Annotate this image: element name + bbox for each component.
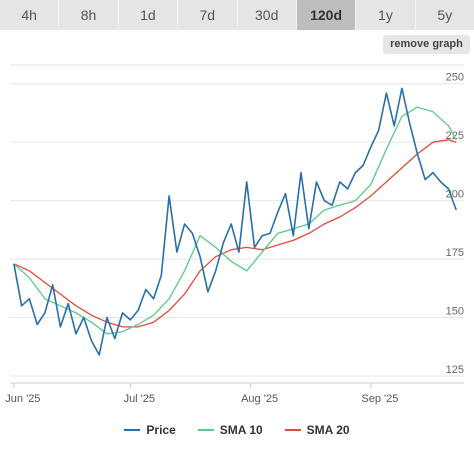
- legend-item-price[interactable]: Price: [124, 420, 176, 440]
- legend-label-price: Price: [146, 423, 176, 437]
- y-tick-label: 175: [446, 247, 464, 259]
- x-tick-label: Aug '25: [241, 393, 278, 405]
- legend-item-sma10[interactable]: SMA 10: [197, 420, 263, 440]
- range-tabs: 4h 8h 1d 7d 30d 120d 1y 5y: [0, 0, 474, 30]
- x-tick-label: Sep '25: [361, 393, 398, 405]
- tab-1y[interactable]: 1y: [356, 0, 416, 30]
- chart-legend: Price SMA 10 SMA 20: [0, 420, 474, 440]
- legend-swatch-sma20: [284, 429, 301, 431]
- tab-5y[interactable]: 5y: [437, 7, 453, 23]
- sma20-line: [13, 139, 457, 328]
- legend-swatch-price: [124, 429, 141, 431]
- tab-8h[interactable]: 8h: [59, 0, 119, 30]
- tab-7d[interactable]: 7d: [178, 0, 238, 30]
- y-tick-label: 150: [446, 306, 464, 318]
- x-tick-label: Jun '25: [5, 393, 40, 405]
- legend-label-sma20: SMA 20: [306, 423, 350, 437]
- tab-30d[interactable]: 30d: [238, 0, 297, 30]
- price-line: [13, 87, 457, 356]
- sma10-line: [13, 106, 457, 335]
- x-tick-label: Jul '25: [124, 393, 155, 405]
- remove-graph-button[interactable]: remove graph: [383, 35, 470, 54]
- legend-label-sma10: SMA 10: [219, 423, 263, 437]
- legend-item-sma20[interactable]: SMA 20: [284, 420, 350, 440]
- legend-swatch-sma10: [197, 429, 214, 431]
- tab-1d[interactable]: 1d: [119, 0, 179, 30]
- y-tick-label: 125: [446, 364, 464, 376]
- y-tick-label: 250: [446, 72, 464, 84]
- tab-4h[interactable]: 4h: [0, 0, 60, 30]
- tab-120d[interactable]: 120d: [296, 0, 357, 30]
